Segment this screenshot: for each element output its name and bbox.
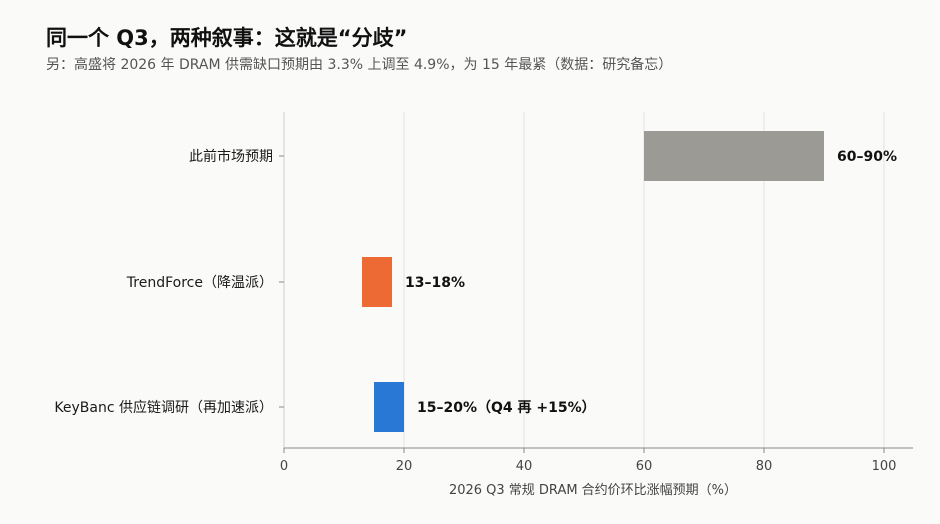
data-label: 15–20%（Q4 再 +15%） — [417, 400, 596, 416]
x-tick-label: 60 — [636, 459, 653, 474]
range-bar — [374, 382, 404, 432]
chart-title: 同一个 Q3，两种叙事：这就是“分歧” — [46, 26, 408, 50]
data-label: 13–18% — [405, 275, 465, 291]
data-label: 60–90% — [837, 149, 897, 165]
x-tick-label: 40 — [516, 459, 533, 474]
x-tick-label: 0 — [280, 459, 288, 474]
x-tick-label: 100 — [872, 459, 897, 474]
x-axis-label: 2026 Q3 常规 DRAM 合约价环比涨幅预期（%） — [449, 483, 737, 498]
x-tick-label: 80 — [756, 459, 773, 474]
bar-layer: 60–90% 13–18% 15–20%（Q4 再 +15%） — [362, 131, 897, 432]
range-bar — [362, 257, 392, 307]
category-label: 此前市场预期 — [189, 148, 273, 165]
chart-subtitle: 另：高盛将 2026 年 DRAM 供需缺口预期由 3.3% 上调至 4.9%，… — [46, 57, 673, 73]
range-bar — [644, 131, 824, 181]
category-label: TrendForce（降温派） — [126, 275, 273, 291]
axis-layer: 0 20 40 60 80 100 此前市场预期 TrendForce（降温派） KeyBanc… — [54, 112, 913, 474]
category-label: KeyBanc 供应链调研（再加速派） — [54, 399, 273, 416]
x-tick-label: 20 — [396, 459, 413, 474]
